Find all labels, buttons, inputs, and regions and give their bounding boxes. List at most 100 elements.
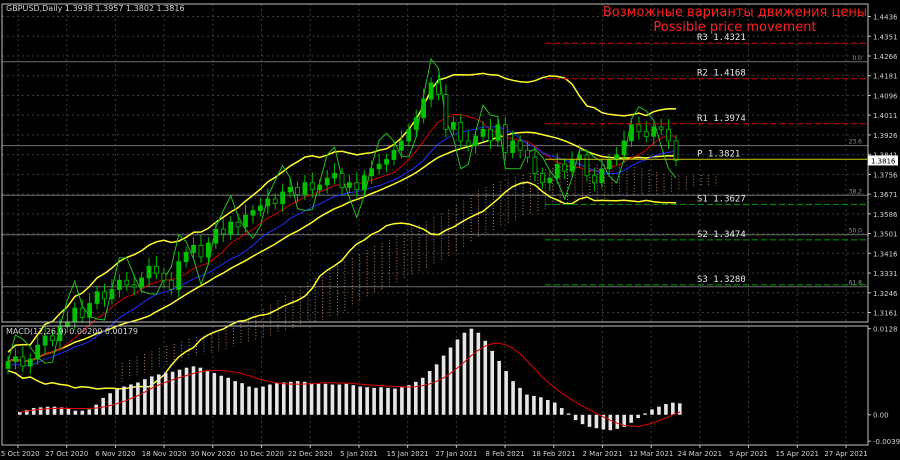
candle-body <box>257 205 263 211</box>
price-tick-label: 1.3671 <box>873 191 898 199</box>
candle-body <box>50 335 55 341</box>
candle-body <box>428 82 434 100</box>
macd-bar <box>282 382 286 415</box>
candle-body <box>532 156 538 174</box>
candle-body <box>13 356 18 362</box>
macd-bar <box>497 360 501 415</box>
macd-bar <box>101 397 105 415</box>
candle-body <box>42 335 48 346</box>
fib-label: 50.0 <box>849 228 863 235</box>
price-tick-label: 1.3586 <box>873 211 898 219</box>
macd-bar <box>268 384 272 415</box>
macd-bar <box>476 332 481 415</box>
macd-bar <box>358 386 363 415</box>
time-tick-label: 5 Jan 2021 <box>340 450 378 458</box>
candle-body <box>369 168 375 177</box>
candle-body <box>332 173 337 179</box>
price-tick-label: 1.4011 <box>873 112 898 120</box>
macd-bar <box>532 395 536 415</box>
macd-bar <box>247 386 251 415</box>
candle-body <box>398 140 404 151</box>
price-tick-label: 1.3501 <box>873 231 898 239</box>
price-tick-label: 1.4436 <box>873 14 898 22</box>
level-label-r1: R1 1.3974 <box>697 114 746 124</box>
candle-body <box>540 173 545 184</box>
candle-body <box>220 228 226 235</box>
time-tick-label: 12 Mar 2021 <box>629 450 673 458</box>
price-tick-label: 1.4096 <box>873 92 898 100</box>
macd-bar <box>344 383 349 415</box>
time-tick-label: 24 Mar 2021 <box>678 450 722 458</box>
candle-body <box>295 186 300 195</box>
macd-signal-line <box>19 342 681 427</box>
macd-bar <box>73 410 78 415</box>
macd-bar <box>386 387 390 415</box>
lower-band <box>7 181 677 390</box>
candle-body <box>651 126 657 137</box>
time-tick-label: 15 Apr 2021 <box>776 450 819 458</box>
macd-bar <box>622 414 627 427</box>
macd-bar <box>275 383 279 415</box>
macd-bar <box>636 414 640 419</box>
candle-body <box>562 163 568 172</box>
candle-body <box>339 173 345 188</box>
macd-bar <box>671 402 675 415</box>
chikou-line <box>7 57 677 364</box>
candle-body <box>72 307 78 323</box>
macd-bar <box>226 377 231 415</box>
candle-body <box>473 135 479 146</box>
macd-bar <box>52 406 57 415</box>
macd-bar <box>198 367 203 415</box>
macd-bar <box>490 350 495 415</box>
candle-body <box>205 242 211 258</box>
time-tick-label: 30 Nov 2020 <box>190 450 235 458</box>
macd-tick-label: 0.00 <box>873 412 889 420</box>
macd-header: MACD(12,26,9) 0.00200 0.00179 <box>6 327 138 336</box>
candle-body <box>384 159 389 165</box>
macd-bar <box>434 364 439 415</box>
macd-bar <box>261 386 265 415</box>
current-price-label: 1.3816 <box>871 157 896 165</box>
macd-bar <box>351 385 356 415</box>
macd-bar <box>38 407 43 415</box>
macd-bar <box>295 381 300 415</box>
title-ru: Возможные варианты движения цены <box>603 5 867 20</box>
candle-body <box>495 124 501 142</box>
candle-body <box>347 182 352 188</box>
candle-body <box>198 245 204 258</box>
candle-body <box>517 140 523 151</box>
candle-body <box>287 186 293 193</box>
level-label-r3: R3 1.4321 <box>697 33 746 43</box>
candle-body <box>525 149 530 158</box>
price-tick-label: 1.3331 <box>873 270 898 278</box>
macd-bar <box>122 386 126 415</box>
macd-bar <box>45 406 50 415</box>
macd-bar <box>59 407 64 415</box>
macd-bar <box>552 402 557 415</box>
candle-body <box>250 210 256 216</box>
fib-label: 61.8 <box>849 280 863 287</box>
upper-band <box>7 72 677 353</box>
macd-bar <box>233 381 237 415</box>
time-tick-label: 27 Oct 2020 <box>45 450 88 458</box>
candle-body <box>658 126 664 130</box>
macd-bar <box>94 404 99 415</box>
macd-bar <box>323 383 328 415</box>
candle-body <box>116 279 122 290</box>
candle-body <box>354 182 360 191</box>
fib-label: 38.2 <box>849 188 863 195</box>
macd-bar <box>427 371 432 415</box>
candle-body <box>228 221 234 235</box>
candle-body <box>502 124 508 153</box>
candle-body <box>436 82 441 95</box>
macd-bar <box>559 408 564 415</box>
macd-bar <box>365 387 369 415</box>
candle-body <box>265 198 271 207</box>
macd-bar <box>400 387 404 415</box>
macd-bar <box>407 385 411 415</box>
time-tick-label: 10 Dec 2020 <box>239 450 284 458</box>
level-label-p: P 1.3821 <box>697 149 740 159</box>
candle-body <box>87 303 93 318</box>
macd-bar <box>177 369 182 415</box>
candle-body <box>79 307 85 318</box>
